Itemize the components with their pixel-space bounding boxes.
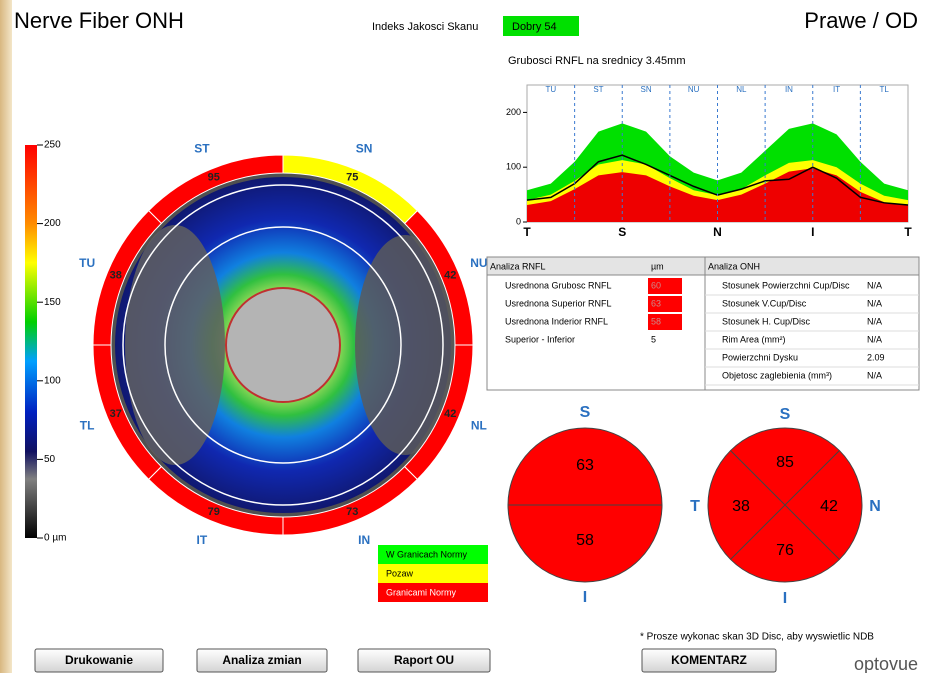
ring-label: TL [80,418,95,432]
x-tick-label: T [523,225,531,239]
ring-label: IT [197,533,208,547]
table-value: 5 [651,334,656,344]
table-cell: Superior - Inferior [505,334,575,344]
table-value: 60 [651,280,661,290]
button-label[interactable]: Raport OU [394,653,454,667]
quad-label: N [869,498,881,515]
ring-label: ST [194,141,210,155]
ring-value: 73 [346,506,358,518]
y-tick-label: 100 [506,162,521,172]
table-cell: Stosunek Powierzchni Cup/Disc [722,280,850,290]
ring-value: 42 [444,408,456,420]
button-label[interactable]: KOMENTARZ [671,653,747,667]
eye: Prawe / OD [804,8,918,33]
graph-title: Grubosci RNFL na srednicy 3.45mm [508,55,686,67]
ring-value: 75 [346,172,358,184]
quad-label: I [783,590,787,607]
quad-value: 38 [732,498,750,515]
y-tick-label: 200 [506,107,521,117]
screen: Nerve Fiber ONH Indeks Jakosci Skanu Dob… [0,0,928,673]
table-cell: Rim Area (mm²) [722,334,786,344]
hemi-label: S [580,404,591,421]
legend-label: W Granicach Normy [386,549,468,559]
ring-value: 79 [208,506,220,518]
page: { "header": {"title": "Nerve Fiber ONH",… [0,0,928,673]
table-cell: Stosunek V.Cup/Disc [722,298,807,308]
table-header-cell: Analiza RNFL [490,261,546,271]
quad-value: 85 [776,454,794,471]
table-value: 2.09 [867,352,885,362]
ring-value: 38 [110,270,122,282]
colorbar-label: 250 [44,140,61,151]
table-cell: Powierzchni Dysku [722,352,798,362]
table-header-cell: µm [651,261,664,271]
quality-label: Indeks Jakosci Skanu [372,21,478,33]
ring-label: TU [79,256,95,270]
colorbar [25,145,37,538]
ring-label: NL [471,418,487,432]
logo: optovue [854,654,918,673]
table-cell: Usrednona Inderior RNFL [505,316,608,326]
table-value: N/A [867,298,882,308]
colorbar-label: 100 [44,375,61,386]
hemi-value: 58 [576,532,594,549]
quad-label: T [690,498,700,515]
x-tick-label: S [618,225,626,239]
ring-value: 95 [208,172,220,184]
quality-value: Dobry 54 [512,21,557,33]
sector-label: IN [785,85,793,94]
title: Nerve Fiber ONH [14,8,184,33]
colorbar-label: 50 [44,454,56,465]
table-cell: Usrednona Grubosc RNFL [505,280,612,290]
map-temporal [125,225,225,465]
table-value: N/A [867,280,882,290]
legend-label: Pozaw [386,568,414,578]
sector-label: SN [641,85,652,94]
note: * Prosze wykonac skan 3D Disc, aby wyswi… [640,632,874,643]
sector-label: NL [736,85,747,94]
x-tick-label: N [713,225,722,239]
ring-value: 37 [110,408,122,420]
table-value: N/A [867,370,882,380]
button-label[interactable]: Drukowanie [65,653,133,667]
table-value: 58 [651,316,661,326]
sector-label: TL [880,85,890,94]
table-value: N/A [867,316,882,326]
table-header-cell: Analiza ONH [708,261,760,271]
y-tick-label: 0 [516,216,521,226]
sector-label: NU [688,85,700,94]
ring-label: NU [470,256,487,270]
ring-value: 42 [444,270,456,282]
side-strip [0,0,12,673]
hemi-label: I [583,589,587,606]
sector-label: ST [593,85,603,94]
quad-value: 76 [776,542,794,559]
sector-label: IT [833,85,840,94]
optic-disc [226,288,340,402]
sector-label: TU [545,85,556,94]
ring-label: IN [358,533,370,547]
x-tick-label: T [904,225,912,239]
colorbar-label: 150 [44,297,61,308]
table-cell: Objetosc zaglebienia (mm³) [722,370,832,380]
table-cell: Stosunek H. Cup/Disc [722,316,811,326]
colorbar-label: 0 µm [44,533,66,544]
quad-value: 42 [820,498,838,515]
hemi-value: 63 [576,457,594,474]
table-cell: Usrednona Superior RNFL [505,298,612,308]
table-value: N/A [867,334,882,344]
x-tick-label: I [811,225,814,239]
ring-label: SN [356,141,373,155]
legend-label: Granicami Normy [386,587,457,597]
button-label[interactable]: Analiza zmian [222,653,301,667]
colorbar-label: 200 [44,218,61,229]
table-value: 63 [651,298,661,308]
quad-label: S [780,406,791,423]
